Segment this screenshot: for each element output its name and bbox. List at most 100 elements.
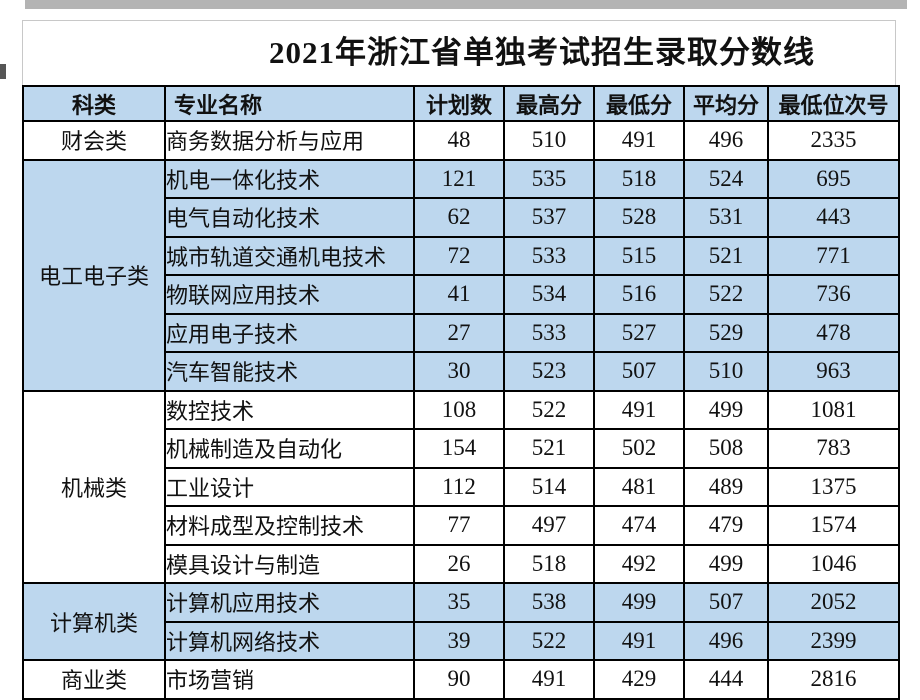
value-cell: 499: [593, 582, 685, 623]
value-cell: 444: [683, 659, 769, 700]
category-cell: 电工电子类: [22, 158, 166, 392]
value-cell: 514: [503, 466, 595, 507]
major-cell: 计算机网络技术: [164, 620, 415, 661]
value-cell: 2816: [767, 659, 900, 700]
value-cell: 531: [683, 197, 769, 238]
major-cell: 机电一体化技术: [164, 158, 415, 199]
major-cell: 汽车智能技术: [164, 351, 415, 392]
value-cell: 510: [503, 120, 595, 161]
value-cell: 62: [413, 197, 505, 238]
value-cell: 783: [767, 428, 900, 469]
value-cell: 479: [683, 505, 769, 546]
value-cell: 533: [503, 312, 595, 353]
column-header: 平均分: [683, 85, 769, 122]
major-cell: 电气自动化技术: [164, 197, 415, 238]
top-edge-strip: [25, 0, 907, 9]
column-header: 计划数: [413, 85, 505, 122]
value-cell: 108: [413, 389, 505, 430]
value-cell: 1375: [767, 466, 900, 507]
major-cell: 城市轨道交通机电技术: [164, 235, 415, 276]
value-cell: 533: [503, 235, 595, 276]
table-row: 电气自动化技术 62 537 528 531 443: [23, 197, 900, 238]
left-edge-mark: [0, 64, 6, 79]
value-cell: 491: [593, 120, 685, 161]
category-cell: 机械类: [22, 389, 166, 584]
major-cell: 应用电子技术: [164, 312, 415, 353]
value-cell: 736: [767, 274, 900, 315]
value-cell: 518: [503, 543, 595, 584]
value-cell: 27: [413, 312, 505, 353]
value-cell: 507: [593, 351, 685, 392]
category-cell: 商业类: [22, 659, 166, 700]
value-cell: 26: [413, 543, 505, 584]
value-cell: 154: [413, 428, 505, 469]
table-row: 商业类 市场营销 90 491 429 444 2816: [22, 659, 900, 700]
value-cell: 538: [503, 582, 595, 623]
value-cell: 499: [683, 543, 769, 584]
table-row: 模具设计与制造 26 518 492 499 1046: [23, 543, 900, 584]
value-cell: 491: [593, 620, 685, 661]
table-row: 工业设计 112 514 481 489 1375: [23, 466, 900, 507]
scores-table-body: 财会类 商务数据分析与应用 48 510 491 496 2335 电工电子类 机电一体化技术 1…: [22, 120, 900, 700]
major-cell: 数控技术: [164, 389, 415, 430]
table-row: 计算机类 计算机应用技术 35 538 499 507 2052: [22, 582, 900, 661]
value-cell: 508: [683, 428, 769, 469]
value-cell: 502: [593, 428, 685, 469]
value-cell: 522: [683, 274, 769, 315]
value-cell: 478: [767, 312, 900, 353]
value-cell: 523: [503, 351, 595, 392]
major-cell: 商务数据分析与应用: [164, 120, 415, 161]
table-row: 应用电子技术 27 533 527 529 478: [23, 312, 900, 353]
major-cell: 计算机应用技术: [164, 582, 415, 623]
value-cell: 537: [503, 197, 595, 238]
value-cell: 695: [767, 158, 900, 199]
table-row: 机械类 数控技术 108 522 491 499 1081: [22, 389, 900, 584]
table-row: 汽车智能技术 30 523 507 510 963: [23, 351, 900, 392]
table-row: 电工电子类 机电一体化技术 121 535 518 524 695: [22, 158, 900, 392]
value-cell: 39: [413, 620, 505, 661]
value-cell: 499: [683, 389, 769, 430]
value-cell: 524: [683, 158, 769, 199]
major-cell: 物联网应用技术: [164, 274, 415, 315]
value-cell: 474: [593, 505, 685, 546]
value-cell: 518: [593, 158, 685, 199]
value-cell: 1574: [767, 505, 900, 546]
value-cell: 963: [767, 351, 900, 392]
value-cell: 521: [503, 428, 595, 469]
value-cell: 2335: [767, 120, 900, 161]
value-cell: 48: [413, 120, 505, 161]
value-cell: 527: [593, 312, 685, 353]
value-cell: 507: [683, 582, 769, 623]
value-cell: 515: [593, 235, 685, 276]
value-cell: 522: [503, 620, 595, 661]
value-cell: 443: [767, 197, 900, 238]
value-cell: 521: [683, 235, 769, 276]
value-cell: 516: [593, 274, 685, 315]
value-cell: 491: [593, 389, 685, 430]
major-cell: 市场营销: [164, 659, 415, 700]
value-cell: 429: [593, 659, 685, 700]
value-cell: 489: [683, 466, 769, 507]
value-cell: 77: [413, 505, 505, 546]
table-row: 物联网应用技术 41 534 516 522 736: [23, 274, 900, 315]
value-cell: 2399: [767, 620, 900, 661]
column-header: 科类: [22, 85, 166, 122]
value-cell: 112: [413, 466, 505, 507]
column-header: 最低分: [593, 85, 685, 122]
column-header: 最低位次号: [767, 85, 900, 122]
column-header: 最高分: [503, 85, 595, 122]
value-cell: 496: [683, 620, 769, 661]
value-cell: 35: [413, 582, 505, 623]
scores-table-head-row: 科类 专业名称 计划数 最高分 最低分 平均分 最低位次号: [22, 85, 900, 122]
value-cell: 90: [413, 659, 505, 700]
value-cell: 2052: [767, 582, 900, 623]
category-cell: 计算机类: [22, 582, 166, 661]
value-cell: 528: [593, 197, 685, 238]
value-cell: 41: [413, 274, 505, 315]
value-cell: 1081: [767, 389, 900, 430]
value-cell: 534: [503, 274, 595, 315]
value-cell: 491: [503, 659, 595, 700]
title-box: 2021年浙江省单独考试招生录取分数线: [22, 20, 896, 86]
major-cell: 模具设计与制造: [164, 543, 415, 584]
value-cell: 496: [683, 120, 769, 161]
